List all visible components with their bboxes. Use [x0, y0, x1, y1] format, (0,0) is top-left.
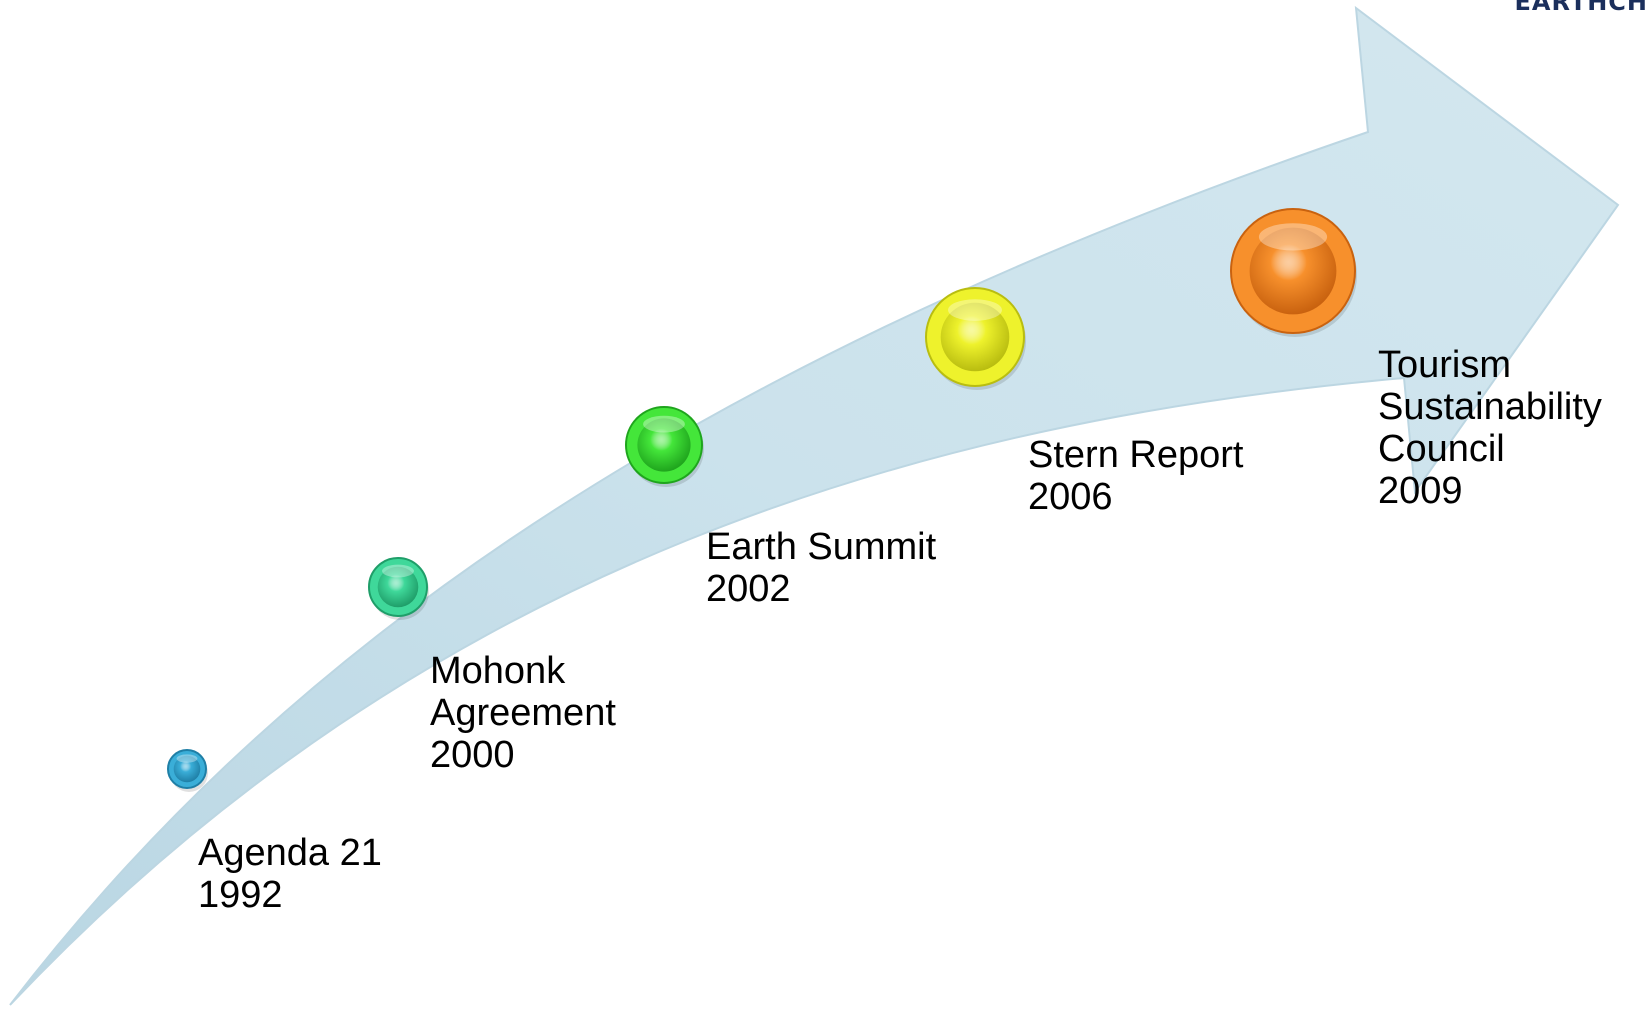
event-title-line: Earth Summit [706, 526, 937, 568]
milestone-bubble-2009 [1230, 208, 1357, 337]
brand-logo-text: EARTHCH [1514, 0, 1648, 16]
milestone-bubble-2000 [368, 557, 429, 620]
timeline-arrow [9, 5, 1620, 1006]
bubble-highlight [643, 415, 685, 433]
event-label-agenda-21: Agenda 21 1992 [198, 832, 382, 916]
milestone-bubble-2002 [625, 406, 704, 487]
event-title-line: Sustainability [1378, 386, 1602, 428]
bubble-core [940, 302, 1010, 372]
event-title-line: Agreement [430, 692, 616, 734]
bubble-core [173, 755, 201, 783]
event-title-line: Tourism [1378, 344, 1512, 386]
event-year: 1992 [198, 874, 283, 916]
event-title-line: Council [1378, 428, 1505, 470]
event-label-earth-summit: Earth Summit 2002 [706, 526, 936, 610]
bubble-highlight [1258, 223, 1328, 251]
bubble-highlight [382, 564, 414, 578]
bubble-highlight [176, 754, 198, 763]
milestone-bubble-1992 [167, 749, 208, 792]
event-title-line: Agenda 21 [198, 832, 382, 874]
event-label-tourism-sustainability-council: Tourism Sustainability Council 2009 [1378, 344, 1602, 512]
bubble-core [1249, 227, 1337, 315]
event-year: 2000 [430, 734, 515, 776]
event-title-line: Stern Report [1028, 434, 1244, 476]
bubble-core [377, 566, 419, 608]
event-label-stern-report: Stern Report 2006 [1028, 434, 1243, 518]
bubble-highlight [948, 299, 1002, 321]
bubble-core [637, 418, 691, 472]
event-year: 2006 [1028, 476, 1113, 518]
event-year: 2009 [1378, 470, 1463, 512]
event-label-mohonk-agreement: Mohonk Agreement 2000 [430, 650, 616, 776]
milestone-bubble-2006 [925, 287, 1026, 390]
event-title-line: Mohonk [430, 650, 566, 692]
event-year: 2002 [706, 568, 791, 610]
